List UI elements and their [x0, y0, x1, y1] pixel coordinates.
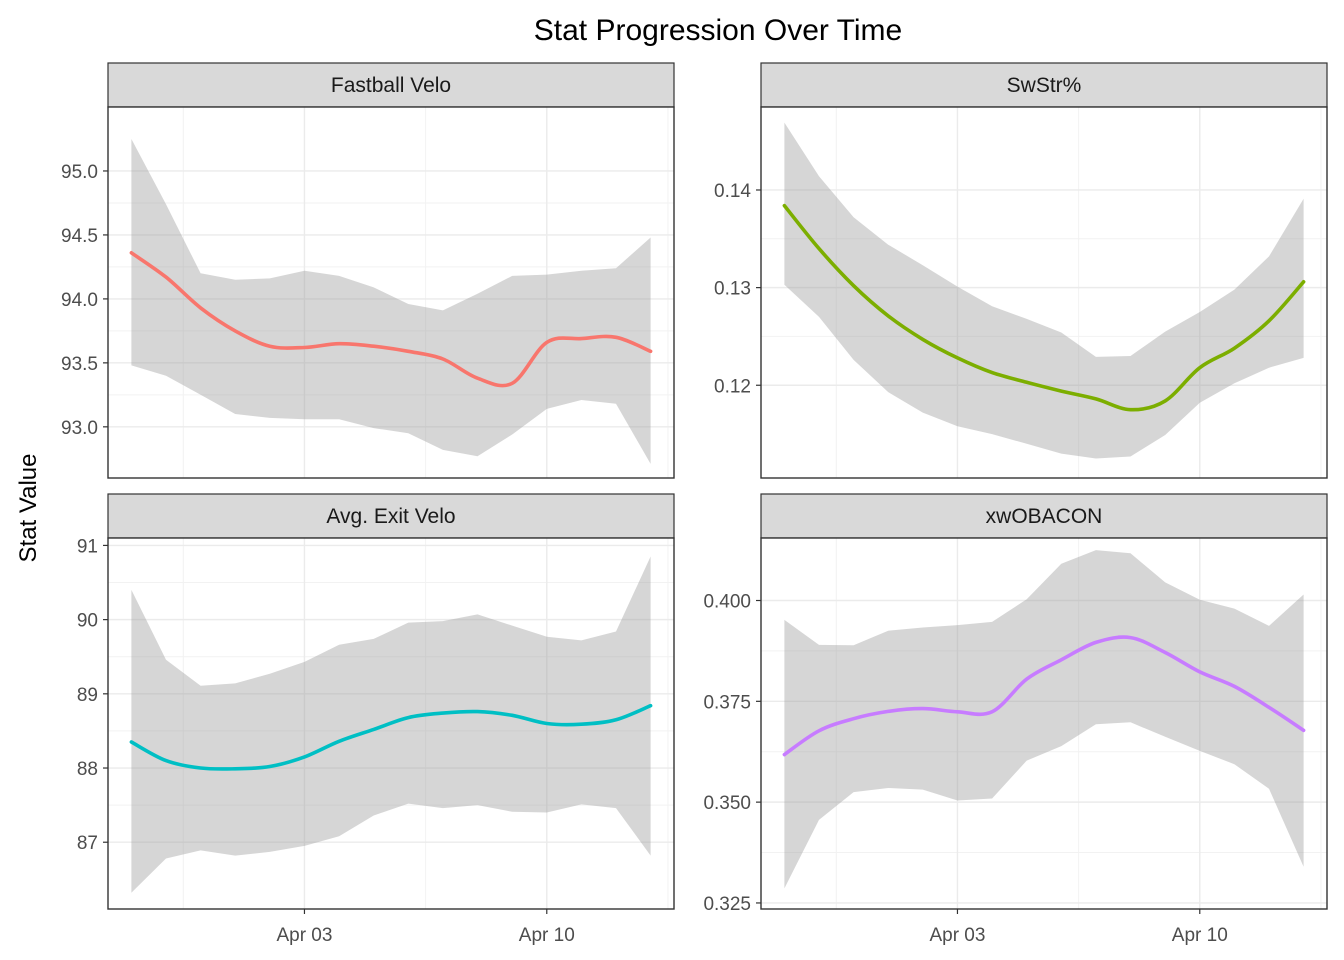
- panel-avg-exit-velo: Avg. Exit Velo 87 88 89 90 91 Apr 03 Apr 10: [77, 493, 675, 946]
- strip-label-fastball-velo: Fastball Velo: [331, 74, 451, 97]
- x-tick-label: Apr 10: [1172, 925, 1228, 946]
- chart-panels: Fastball Velo 93.0 93.5 94.0 94.5 95.0 SwStr% 0…: [61, 62, 1328, 946]
- panel-border-swstr: [760, 106, 1328, 479]
- panel-xwobacon: xwOBACON 0.325 0.350 0.375 0.400 Apr 03 Apr 10: [703, 493, 1328, 946]
- y-tick-label: 93.0: [61, 418, 98, 439]
- confidence-band-xwobacon: [784, 550, 1304, 889]
- chart-title: Stat Progression Over Time: [534, 14, 902, 47]
- x-tick-label: Apr 03: [929, 925, 985, 946]
- strip-label-xwobacon: xwOBACON: [986, 505, 1103, 528]
- y-tick-label: 0.14: [714, 181, 751, 202]
- plot-area-fastball-velo: [108, 107, 674, 478]
- strip-label-avg-exit-velo: Avg. Exit Velo: [326, 505, 455, 528]
- confidence-band-swstr: [784, 122, 1304, 459]
- y-tick-label: 0.350: [703, 793, 751, 814]
- y-tick-label: 0.12: [714, 376, 751, 397]
- y-tick-label: 94.0: [61, 290, 98, 311]
- plot-area-swstr: [761, 107, 1327, 478]
- confidence-band-fastball-velo: [131, 139, 651, 464]
- panel-fastball-velo: Fastball Velo 93.0 93.5 94.0 94.5 95.0: [61, 62, 675, 479]
- panel-border-avg-exit-velo: [107, 537, 675, 910]
- y-tick-label: 0.400: [703, 592, 751, 613]
- y-tick-label: 94.5: [61, 226, 98, 247]
- y-tick-label: 88: [77, 759, 98, 780]
- y-tick-label: 89: [77, 685, 98, 706]
- panel-swstr: SwStr% 0.12 0.13 0.14: [714, 62, 1328, 479]
- y-tick-label: 91: [77, 536, 98, 557]
- y-tick-label: 0.325: [703, 894, 751, 915]
- x-tick-label: Apr 10: [519, 925, 575, 946]
- panel-border-fastball-velo: [107, 106, 675, 479]
- strip-fastball-velo: [107, 62, 675, 108]
- series-line-avg-exit-velo: [129, 703, 653, 771]
- y-tick-label: 87: [77, 833, 98, 854]
- y-tick-label: 95.0: [61, 162, 98, 183]
- y-tick-label: 0.375: [703, 692, 751, 713]
- strip-label-swstr: SwStr%: [1007, 74, 1082, 97]
- y-axis-label: Stat Value: [15, 454, 42, 563]
- y-tick-label: 0.13: [714, 279, 751, 300]
- x-tick-label: Apr 03: [276, 925, 332, 946]
- y-tick-label: 93.5: [61, 354, 98, 375]
- series-line-swstr: [782, 203, 1306, 412]
- strip-xwobacon: [760, 493, 1328, 539]
- series-line-fastball-velo: [129, 251, 653, 388]
- series-line-xwobacon: [782, 635, 1306, 757]
- panel-border-xwobacon: [760, 537, 1328, 910]
- y-tick-label: 90: [77, 611, 98, 632]
